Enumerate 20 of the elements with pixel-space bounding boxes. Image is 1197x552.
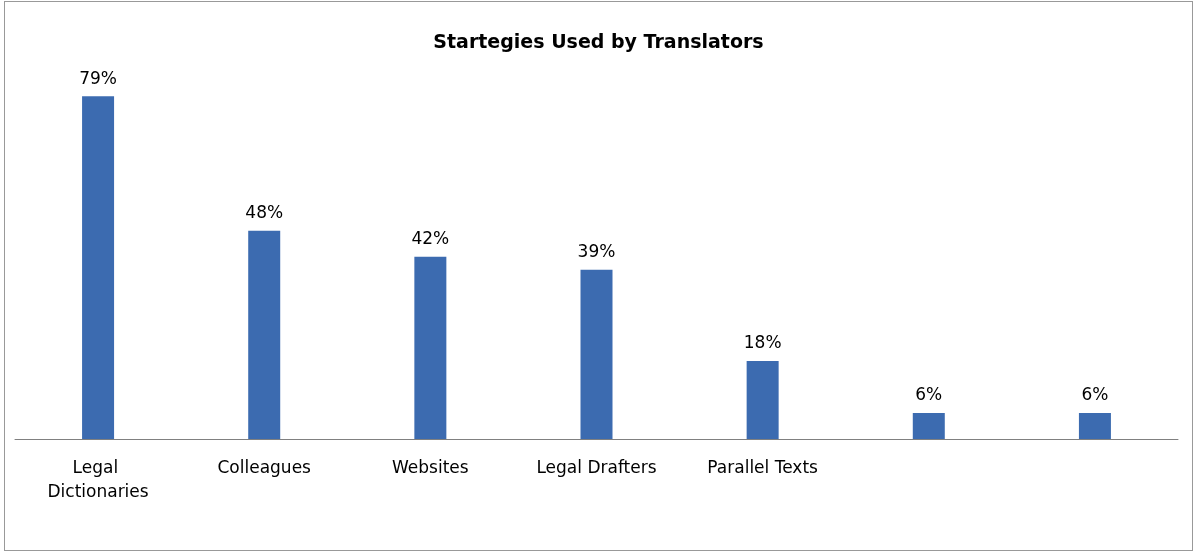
data-label: 48% [245, 202, 284, 223]
data-label: 6% [915, 384, 943, 405]
x-tick-label: Legal Drafters [536, 457, 657, 477]
bar [580, 269, 613, 439]
bar [414, 256, 447, 439]
x-tick-label: Websites [392, 457, 469, 477]
bar [912, 412, 945, 439]
data-label: 18% [743, 332, 782, 353]
bar [1078, 412, 1111, 439]
x-tick-label: Colleagues [217, 457, 312, 477]
data-label: 6% [1081, 384, 1109, 405]
x-tick-label: Legal Dictionaries [47, 457, 149, 501]
bar [248, 230, 281, 439]
bar [746, 360, 779, 439]
bar [82, 96, 115, 439]
x-tick-label: Parallel Texts [707, 457, 819, 477]
data-label: 42% [411, 228, 450, 249]
data-label: 39% [577, 241, 616, 262]
data-label: 79% [79, 67, 117, 88]
chart-title: Startegies Used by Translators [433, 29, 764, 52]
